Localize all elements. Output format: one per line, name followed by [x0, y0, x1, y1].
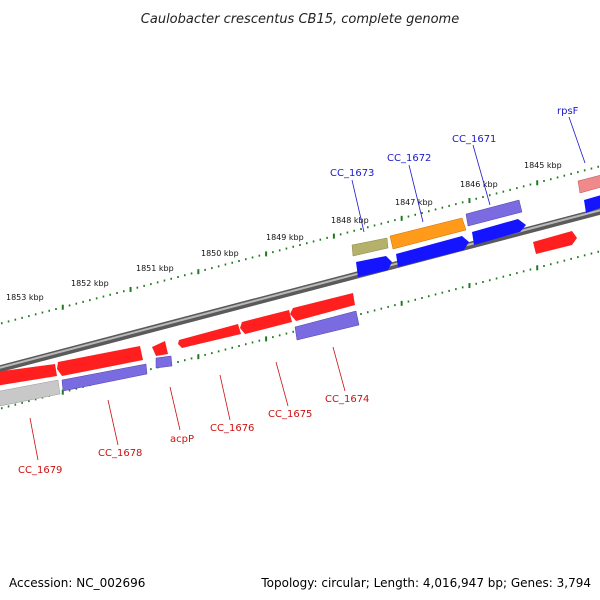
gene-label-acpp[interactable]: acpP	[170, 434, 194, 445]
gene-cc1673-cds[interactable]	[356, 256, 392, 277]
gene-cc1671-feature[interactable]	[465, 199, 523, 227]
topology-text: Topology: circular; Length: 4,016,947 bp…	[260, 576, 591, 590]
gene-acpp-feature[interactable]	[155, 355, 173, 369]
kbp-label: 1847 kbp	[395, 198, 433, 207]
gene-cc1672-cds[interactable]	[396, 236, 469, 267]
gene-cc1672-feature[interactable]	[389, 217, 467, 250]
gene-label-cc1673[interactable]: CC_1673	[330, 168, 374, 179]
gene-label-cc1675[interactable]: CC_1675	[268, 409, 312, 420]
kbp-label: 1848 kbp	[331, 216, 369, 225]
gene-cc1675-cds[interactable]	[240, 310, 292, 334]
forward-genes	[351, 174, 600, 277]
gene-cc1678-cds[interactable]	[57, 346, 143, 376]
gene-label-cc1671[interactable]: CC_1671	[452, 134, 496, 145]
reverse-genes	[0, 293, 360, 407]
kbp-label: 1846 kbp	[460, 180, 498, 189]
gene-acpp-cds[interactable]	[152, 341, 168, 356]
gene-cc1676-cds[interactable]	[178, 324, 241, 348]
gene-cc1673-feature[interactable]	[351, 237, 389, 257]
gene-cc1679-feature[interactable]	[0, 379, 61, 407]
kbp-label: 1851 kbp	[136, 264, 174, 273]
kbp-label: 1852 kbp	[71, 279, 109, 288]
gene-rpsf-feature[interactable]	[577, 174, 600, 194]
kbp-label: 1853 kbp	[6, 293, 44, 302]
gene-label-rpsf[interactable]: rpsF	[557, 106, 579, 117]
gene-cc1678-feature[interactable]	[61, 363, 148, 392]
gene-cc1674-cds[interactable]	[290, 293, 355, 321]
kbp-label: 1845 kbp	[524, 161, 562, 170]
outer-tick-ring	[0, 165, 600, 325]
gene-label-cc1674[interactable]: CC_1674	[325, 394, 369, 405]
gene-label-cc1679[interactable]: CC_1679	[18, 465, 62, 476]
forward-gene-labels	[351, 116, 586, 233]
gene-cc1679-cds[interactable]	[0, 364, 57, 386]
gene-label-cc1672[interactable]: CC_1672	[387, 153, 431, 164]
reverse-gene-labels	[29, 346, 346, 461]
gene-label-cc1678[interactable]: CC_1678	[98, 448, 142, 459]
kbp-labels: 1853 kbp 1852 kbp 1851 kbp 1850 kbp 1849…	[6, 161, 562, 302]
accession-text: Accession: NC_002696	[9, 576, 145, 590]
map-title: Caulobacter crescentus CB15, complete ge…	[141, 12, 459, 27]
gene-label-cc1676[interactable]: CC_1676	[210, 423, 254, 434]
gene-rpsf-cds[interactable]	[584, 194, 600, 213]
gene-forward-red-cds[interactable]	[533, 231, 577, 254]
gene-cc1671-cds[interactable]	[472, 219, 526, 245]
kbp-label: 1850 kbp	[201, 249, 239, 258]
kbp-label: 1849 kbp	[266, 233, 304, 242]
gene-cc1674-feature[interactable]	[294, 310, 360, 341]
